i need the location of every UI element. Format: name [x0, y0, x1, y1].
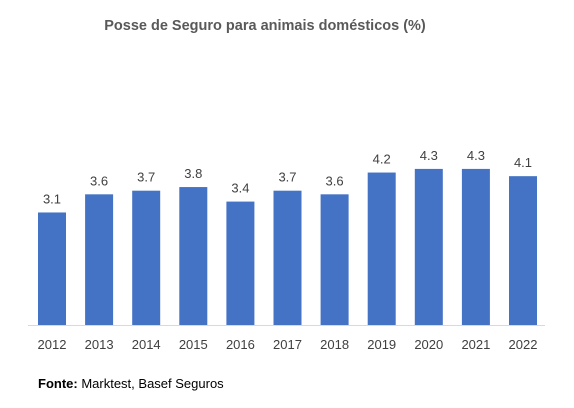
x-tick-label-2013: 2013 — [85, 337, 114, 352]
bar-2021 — [461, 168, 490, 325]
value-label-2012: 3.1 — [43, 191, 61, 206]
bar-2012 — [38, 212, 66, 325]
source-note: Fonte: Marktest, Basef Seguros — [38, 376, 224, 391]
value-label-2017: 3.7 — [278, 170, 296, 185]
value-label-2020: 4.3 — [420, 148, 438, 163]
value-label-2018: 3.6 — [326, 173, 344, 188]
bars-group — [38, 168, 537, 325]
bar-2017 — [273, 190, 302, 325]
x-tick-label-2019: 2019 — [367, 337, 396, 352]
x-tick-label-2020: 2020 — [414, 337, 443, 352]
value-label-2015: 3.8 — [184, 166, 202, 181]
value-label-2014: 3.7 — [137, 170, 155, 185]
bar-2022 — [509, 176, 537, 325]
bar-2015 — [179, 187, 208, 325]
value-label-2021: 4.3 — [467, 148, 485, 163]
chart-title: Posse de Seguro para animais domésticos … — [104, 18, 426, 34]
bar-2013 — [85, 194, 114, 325]
x-tick-label-2021: 2021 — [461, 337, 490, 352]
bar-2019 — [367, 172, 396, 325]
value-label-2022: 4.1 — [514, 155, 532, 170]
bar-chart: 3.13.6 3.7 3.83.43.7 3.64.2 4.3 4.3 4.1 2012 20… — [28, 148, 545, 352]
value-label-2019: 4.2 — [373, 152, 391, 167]
bar-2020 — [414, 168, 443, 325]
x-tick-label-2016: 2016 — [226, 337, 255, 352]
x-tick-label-2018: 2018 — [320, 337, 349, 352]
value-label-2016: 3.4 — [231, 181, 249, 196]
x-tick-label-2015: 2015 — [179, 337, 208, 352]
source-text: Marktest, Basef Seguros — [77, 376, 224, 391]
x-tick-label-2017: 2017 — [273, 337, 302, 352]
bar-2018 — [320, 194, 349, 325]
x-tick-label-2022: 2022 — [509, 337, 538, 352]
bar-2014 — [132, 190, 161, 325]
x-tick-label-2014: 2014 — [132, 337, 161, 352]
value-labels-group: 3.1 3.6 3.7 3.8 3.4 3.7 3.6 4.2 4.3 4.3 4.1 — [43, 148, 532, 207]
x-tick-labels-group: 2012 2013 2014 2015 2016 2017 2018 2019 2020 2021… — [38, 337, 538, 352]
source-label: Fonte: — [38, 376, 78, 391]
x-tick-label-2012: 2012 — [38, 337, 67, 352]
bar-2016 — [226, 201, 255, 325]
value-label-2013: 3.6 — [90, 173, 108, 188]
